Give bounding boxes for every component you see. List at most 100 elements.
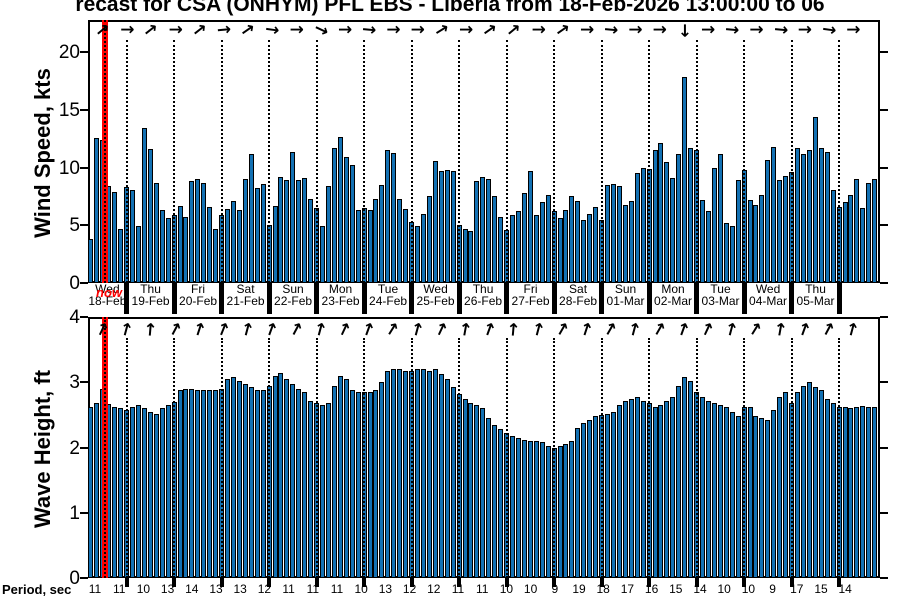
- wind-bar: [112, 191, 118, 283]
- wave-bar: [308, 400, 314, 578]
- day-label-dow: Sun: [614, 282, 637, 296]
- wave-bar: [373, 390, 379, 578]
- wave-bar: [747, 407, 753, 578]
- wind-bar: [729, 226, 735, 283]
- wind-direction-arrow: →: [216, 19, 233, 41]
- wave-bar: [545, 446, 551, 578]
- wave-bar: [717, 405, 723, 578]
- day-separator: [551, 283, 557, 314]
- wind-direction-arrow: →: [724, 19, 741, 41]
- wave-bar: [242, 383, 248, 578]
- wave-bar: [682, 377, 688, 578]
- wind-bar: [860, 208, 866, 283]
- period-value: 13: [233, 582, 247, 596]
- wave-bar: [753, 416, 759, 578]
- y-tick-mark: [880, 166, 888, 169]
- wave-bar: [141, 408, 147, 578]
- wave-bar: [130, 407, 135, 578]
- wind-direction-arrow: →: [628, 20, 643, 40]
- day-label-dow: Wed: [423, 282, 448, 296]
- midnight-gridline: [790, 338, 793, 578]
- wind-bar: [88, 239, 94, 283]
- wind-bar: [492, 196, 498, 283]
- wind-bar: [462, 228, 468, 283]
- day-label-dow: Thu: [805, 282, 826, 296]
- wind-bar: [118, 228, 124, 283]
- wind-bar: [498, 217, 504, 283]
- wave-bar: [213, 390, 219, 578]
- wave-bottom-tick: [314, 578, 319, 587]
- wave-bar: [765, 420, 771, 578]
- wave-bar: [515, 437, 521, 578]
- y-tick-mark: [80, 51, 88, 54]
- y-tick-mark: [880, 511, 888, 514]
- wave-bar: [676, 385, 682, 578]
- wave-bar: [783, 392, 789, 578]
- wave-bar: [575, 427, 581, 578]
- wave-bar: [800, 385, 806, 578]
- wind-bar: [510, 214, 515, 283]
- y-tick-label: 1: [69, 502, 80, 524]
- wind-bar: [420, 213, 426, 283]
- day-label: Mon 02-Mar: [649, 283, 697, 307]
- wave-bar: [272, 375, 278, 578]
- y-tick-mark: [880, 577, 888, 579]
- wind-bar: [373, 198, 379, 283]
- wind-bar: [622, 204, 628, 283]
- wind-direction-arrow: →: [289, 20, 304, 40]
- wave-bar: [284, 378, 290, 578]
- wave-bar: [379, 382, 385, 578]
- day-label-dow: Tue: [710, 282, 731, 296]
- y-tick-mark: [80, 108, 88, 111]
- midnight-gridline: [315, 40, 318, 283]
- wave-bar: [812, 387, 818, 578]
- wind-bar: [331, 148, 337, 283]
- day-label: Wed 18-Feb: [88, 283, 127, 307]
- day-label: Tue 24-Feb: [364, 282, 412, 307]
- wind-bar: [747, 199, 753, 283]
- wave-bar: [670, 396, 676, 578]
- wave-bar: [474, 405, 480, 578]
- wave-bar: [539, 442, 545, 578]
- wind-direction-arrow: →: [749, 20, 764, 40]
- wave-bar: [569, 440, 575, 578]
- wave-bar: [688, 380, 694, 578]
- wind-bar: [130, 189, 135, 283]
- wind-bar: [474, 181, 480, 283]
- day-label-dow: Tue: [377, 282, 399, 296]
- wave-bar: [848, 408, 854, 578]
- wind-bar: [765, 159, 771, 283]
- wind-bar: [444, 169, 450, 283]
- day-label: Sun 22-Feb: [269, 283, 317, 307]
- day-label-dow: Sat: [236, 282, 255, 296]
- period-value: 17: [620, 582, 635, 596]
- wind-bar: [260, 183, 266, 283]
- wind-bar: [771, 146, 777, 283]
- wind-bar: [664, 161, 670, 283]
- wave-bar: [492, 424, 498, 578]
- wind-bar: [94, 137, 100, 283]
- y-tick-mark: [880, 224, 888, 227]
- wind-direction-arrow: →: [459, 20, 474, 40]
- day-label-date: 21-Feb: [226, 293, 265, 308]
- midnight-gridline: [220, 338, 223, 578]
- wave-bar: [207, 390, 213, 578]
- wave-bar: [759, 418, 765, 578]
- day-separator: [314, 283, 320, 314]
- wave-bar: [415, 369, 420, 578]
- wave-bar: [135, 405, 141, 578]
- day-label: Thu 26-Feb: [459, 283, 507, 307]
- wave-direction-arrow: →: [503, 321, 525, 338]
- wave-bar: [521, 439, 527, 578]
- day-separator: [646, 283, 652, 314]
- wave-bar: [355, 392, 361, 578]
- y-tick-label: 2: [69, 437, 80, 459]
- y-tick-mark: [880, 316, 888, 318]
- wave-bar: [616, 405, 622, 578]
- wave-bottom-tick: [504, 578, 509, 587]
- wave-bar: [771, 409, 777, 578]
- wave-bar: [432, 369, 438, 578]
- wind-bar: [700, 199, 705, 283]
- wind-direction-arrow: →: [652, 20, 667, 40]
